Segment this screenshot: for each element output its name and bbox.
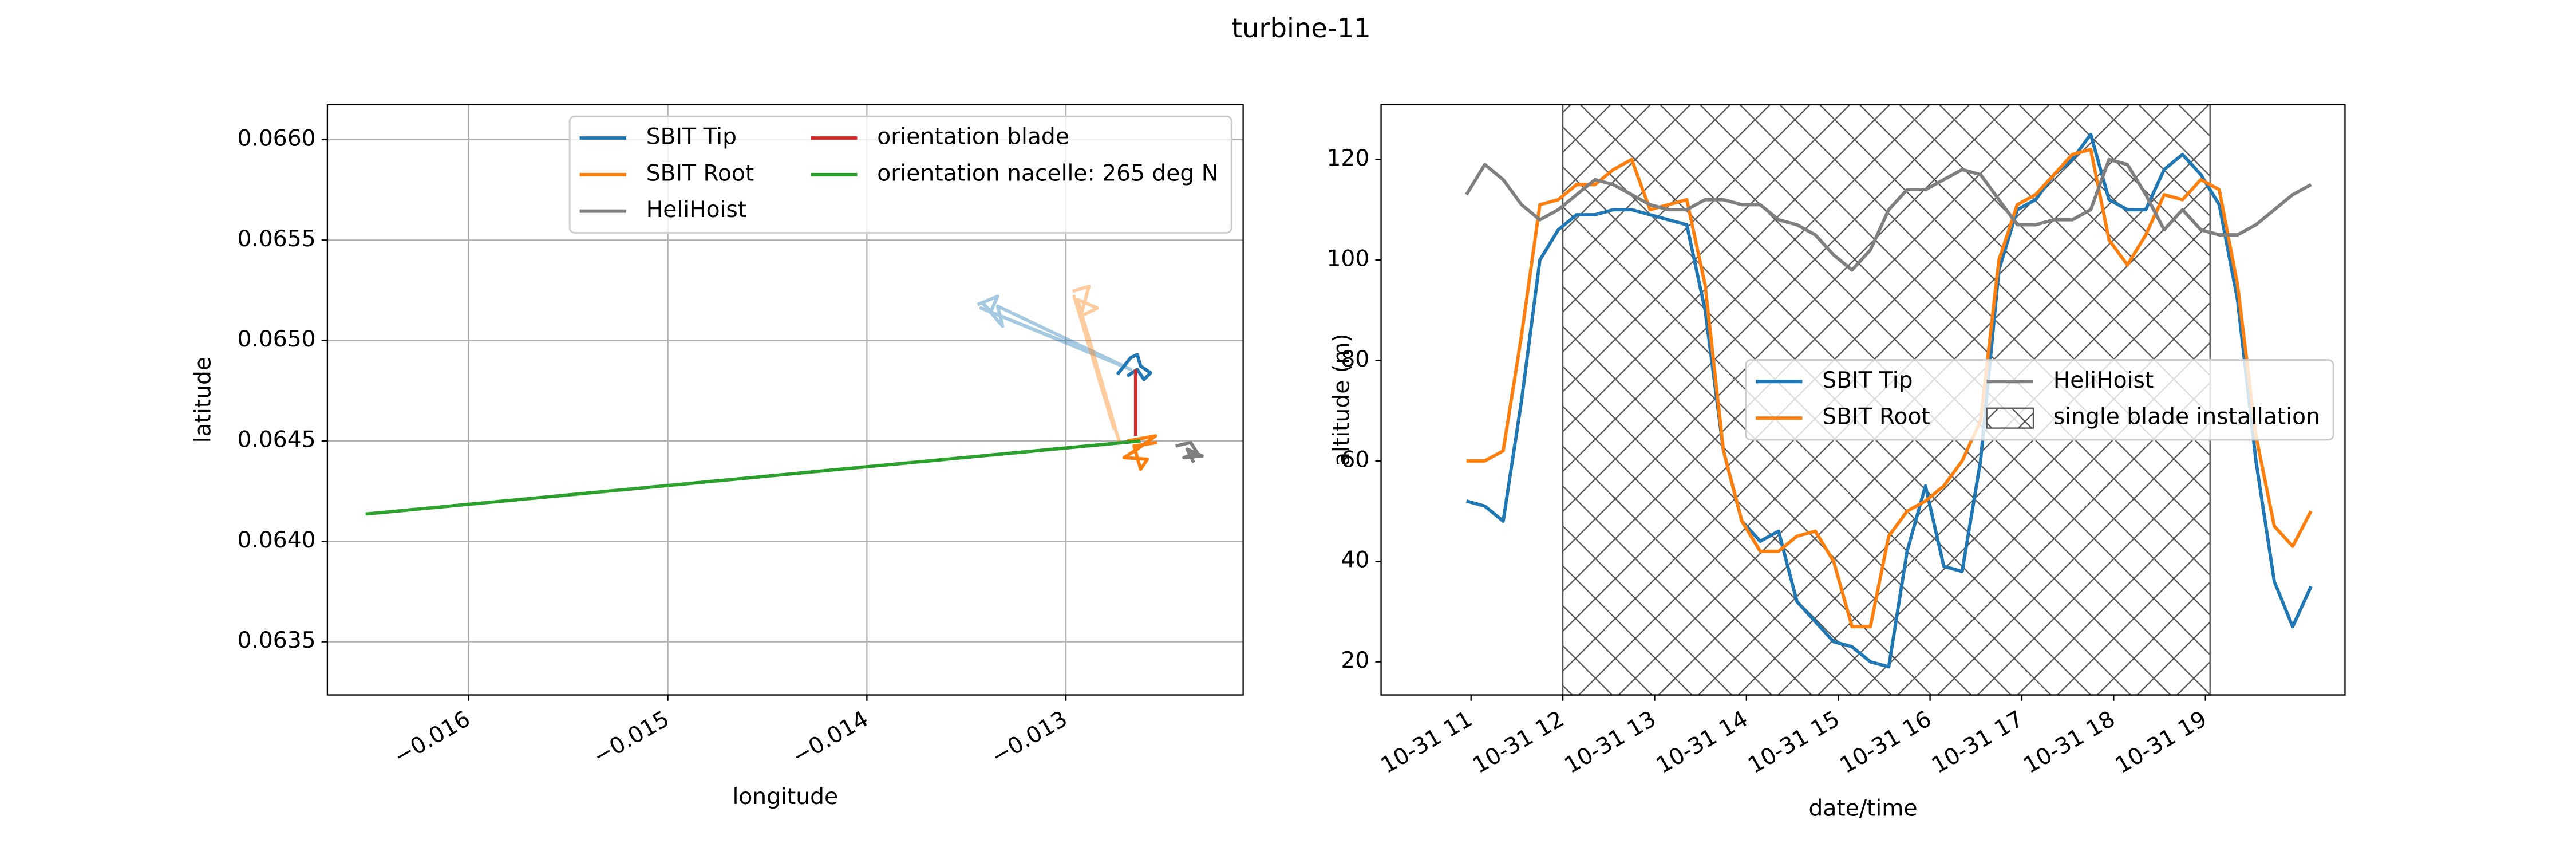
series-line — [1175, 440, 1204, 464]
series-line — [1466, 148, 2313, 629]
x-tick-label: 10-31 14 — [1652, 706, 1752, 779]
x-tick-label: −0.013 — [987, 706, 1072, 770]
series-line — [1465, 157, 2312, 272]
y-tick-label: 80 — [1341, 346, 1369, 372]
y-tick-label: 20 — [1341, 648, 1369, 673]
legend: SBIT Tip SBIT Root HeliHoist single blade i… — [1745, 359, 2334, 441]
y-tick-label: 0.0660 — [237, 125, 315, 151]
y-tick-label: 0.0645 — [237, 427, 315, 452]
y-tick-label: 0.0655 — [237, 226, 315, 252]
legend-label: SBIT Tip — [646, 124, 737, 149]
y-tick-label: 60 — [1341, 447, 1369, 472]
legend-label: orientation blade — [877, 124, 1069, 149]
axes-frame — [326, 104, 1244, 696]
legend-label: SBIT Root — [1822, 404, 1930, 430]
x-tick-label: 10-31 16 — [1836, 706, 1936, 779]
legend-frame — [1745, 359, 2334, 441]
x-axis-label: longitude — [732, 784, 838, 810]
legend-frame — [568, 115, 1232, 234]
series-line — [977, 294, 1133, 371]
x-axis-label: date/time — [1808, 795, 1917, 821]
x-tick-label: 10-31 15 — [1744, 706, 1844, 779]
legend: SBIT Tip SBIT Root HeliHoist orientation bl… — [568, 115, 1232, 234]
x-tick-label: 10-31 12 — [1468, 706, 1568, 779]
x-tick-label: −0.014 — [788, 706, 873, 770]
series-line — [365, 439, 1141, 516]
x-tick-label: 10-31 11 — [1377, 706, 1477, 779]
y-tick-label: 100 — [1326, 246, 1369, 271]
x-tick-label: −0.015 — [589, 706, 674, 770]
legend-swatch — [1986, 407, 2034, 429]
figure-title: turbine-11 — [1232, 13, 1371, 44]
legend-label: SBIT Root — [646, 160, 754, 186]
series-line — [1122, 434, 1157, 471]
y-tick-label: 40 — [1341, 547, 1369, 573]
y-axis-label: latitude — [191, 357, 216, 443]
legend-label: single blade installation — [2053, 404, 2320, 430]
y-tick-label: 0.0650 — [237, 326, 315, 352]
legend-label: HeliHoist — [2053, 368, 2154, 393]
x-tick-label: 10-31 18 — [2019, 706, 2119, 779]
axes-frame — [1380, 104, 2346, 696]
series-line — [1465, 132, 2313, 669]
y-tick-label: 0.0635 — [237, 628, 315, 653]
x-tick-label: 10-31 13 — [1560, 706, 1661, 779]
y-tick-label: 0.0640 — [237, 527, 315, 553]
x-tick-label: 10-31 19 — [2111, 706, 2211, 779]
y-tick-label: 120 — [1326, 145, 1369, 171]
legend-label: SBIT Tip — [1822, 368, 1913, 393]
series-line — [1116, 353, 1152, 381]
x-tick-label: 10-31 17 — [1927, 706, 2028, 779]
legend-label: HeliHoist — [646, 197, 746, 223]
legend-label: orientation nacelle: 265 deg N — [877, 160, 1218, 186]
x-tick-label: −0.016 — [390, 706, 475, 770]
y-axis-label: altitude (m) — [1329, 333, 1354, 466]
series-line — [1072, 285, 1121, 443]
